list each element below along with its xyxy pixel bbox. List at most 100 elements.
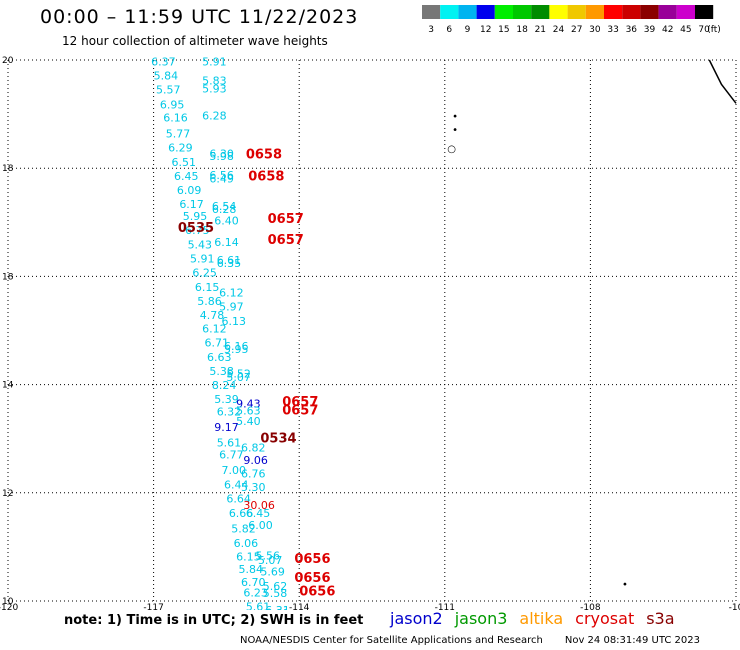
legend-entry-altika: altika [519, 609, 564, 628]
colorbar-tick-label: 30 [589, 25, 601, 35]
legend-entry-cryosat: cryosat [575, 609, 635, 628]
wave-height-label: 6.77 [219, 449, 244, 462]
pass-time-label: 0657 [268, 233, 304, 248]
wave-height-label: 6.14 [214, 236, 239, 249]
altimeter-map: -120 -117 -114 -111 -108 -10 20 18 18 14 12 10 • • ○ • 6… [0, 55, 740, 610]
coastline [708, 59, 737, 104]
colorbar-swatch [531, 5, 550, 19]
wave-height-label: 6.35 [217, 257, 242, 270]
colorbar-swatch [458, 5, 477, 19]
wave-height-label: 5.58 [263, 587, 288, 600]
wave-height-label: 6.82 [241, 442, 266, 455]
pass-time-label: 0657 [282, 403, 318, 418]
island-mark: • [452, 112, 458, 123]
wave-height-label: 5.84 [239, 563, 263, 576]
lat-tick-label: 14 [2, 381, 14, 391]
wave-height-label: 5.77 [166, 127, 191, 140]
wave-height-label: 6.12 [219, 286, 244, 299]
page-subtitle: 12 hour collection of altimeter wave hei… [62, 34, 328, 48]
wave-height-label: 5.95 [224, 343, 249, 356]
pass-time-label: 0656 [299, 585, 335, 600]
wave-height-label: 5.82 [231, 522, 256, 535]
wave-height-label: 9.17 [214, 421, 239, 434]
wave-height-label: 5.07 [258, 554, 283, 567]
wave-height-label: 5.56 [256, 549, 281, 562]
wave-height-label: 5.40 [236, 415, 261, 428]
colorbar-swatch [549, 5, 568, 19]
wave-height-label: 5.38 [209, 365, 234, 378]
pass-time-label: 0656 [294, 571, 330, 586]
wave-height-label: 5.57 [156, 84, 181, 97]
wave-height-label: 5.86 [197, 295, 222, 308]
wave-height-label: 6.70 [241, 576, 266, 589]
colorbar-swatch [567, 5, 586, 19]
wave-height-label: 6.64 [226, 493, 251, 506]
wave-height-label: 30.06 [243, 499, 274, 512]
colorbar-tick-label: 39 [644, 25, 656, 35]
colorbar-swatch [622, 5, 641, 19]
wave-height-label: 6.25 [192, 266, 217, 279]
wave-height-label: 4.78 [200, 309, 225, 322]
lon-tick-label: -114 [289, 603, 310, 610]
wave-height-label: 6.31 [265, 604, 290, 610]
wave-height-label: 6.09 [177, 184, 202, 197]
colorbar-tick-label: 70 [698, 25, 710, 35]
colorbar-tick-label: 9 [465, 25, 471, 35]
wave-height-label: 5.30 [241, 481, 266, 494]
island-mark: • [452, 125, 458, 136]
pass-time-label: 0658 [248, 170, 284, 185]
wave-height-label: 5.43 [188, 238, 213, 251]
wave-height-label: 5.98 [209, 150, 234, 163]
wave-height-label: 5.91 [190, 252, 215, 265]
colorbar-tick-label: 27 [571, 25, 582, 35]
wave-height-label: 6.13 [222, 315, 247, 328]
colorbar-tick-label: 15 [498, 25, 509, 35]
pass-time-label: 0658 [246, 147, 282, 162]
colorbar-tick-label: 33 [607, 25, 618, 35]
colorbar-swatch [640, 5, 659, 19]
wave-height-label: 6.29 [168, 141, 193, 154]
colorbar-tick-label: 45 [680, 25, 691, 35]
wave-height-label: 5.63 [236, 404, 261, 417]
island-mark: ○ [447, 144, 456, 155]
colorbar-swatch [676, 5, 695, 19]
wave-height-label: 9.06 [243, 454, 267, 467]
wave-height-label: 5.61 [217, 436, 242, 449]
colorbar-swatch [476, 5, 495, 19]
legend-entry-jason2: jason2 [390, 609, 443, 628]
legend-entry-s3a: s3a [646, 609, 675, 628]
wave-height-label: 5.61 [246, 601, 271, 610]
wave-height-label: 6.16 [163, 112, 188, 125]
wave-height-label: 6.12 [202, 323, 227, 336]
wave-height-label: 6.28 [212, 203, 237, 216]
wave-height-label: 6.95 [160, 99, 185, 112]
credit-organization: NOAA/NESDIS Center for Satellite Applica… [240, 635, 543, 646]
wave-height-label: 6.76 [241, 468, 266, 481]
lat-tick-label: 18 [2, 272, 14, 282]
lon-tick-label: -10 [729, 603, 740, 610]
pass-time-label: 0656 [294, 552, 330, 567]
lat-tick-label: 18 [2, 164, 14, 174]
colorbar-tick-label: 6 [446, 25, 452, 35]
colorbar-tick-label: 3 [428, 25, 434, 35]
colorbar-swatch [585, 5, 604, 19]
colorbar-swatch [695, 5, 714, 19]
legend-entry-jason3: jason3 [454, 609, 508, 628]
wave-height-label: 5.62 [263, 580, 288, 593]
lon-tick-label: -117 [143, 603, 163, 610]
lon-tick-label: -108 [580, 603, 601, 610]
wave-height-label: 6.54 [212, 200, 237, 213]
wave-height-label: 5.93 [202, 82, 227, 95]
wave-height-label: 5.07 [226, 371, 251, 384]
wave-height-label: 6.75 [185, 224, 210, 237]
lat-tick-label: 20 [2, 56, 14, 66]
colorbar-tick-label: 18 [516, 25, 528, 35]
wave-height-label: 5.95 [183, 210, 208, 223]
wave-height-label: 6.44 [224, 478, 249, 491]
wave-height-label: 6.00 [248, 519, 272, 532]
wave-height-label: 6.37 [151, 55, 176, 68]
wave-height-label: 9.43 [236, 397, 261, 410]
credit-line: NOAA/NESDIS Center for Satellite Applica… [240, 635, 722, 646]
colorbar-swatch [513, 5, 532, 19]
wave-height-label: 6.51 [172, 156, 197, 169]
